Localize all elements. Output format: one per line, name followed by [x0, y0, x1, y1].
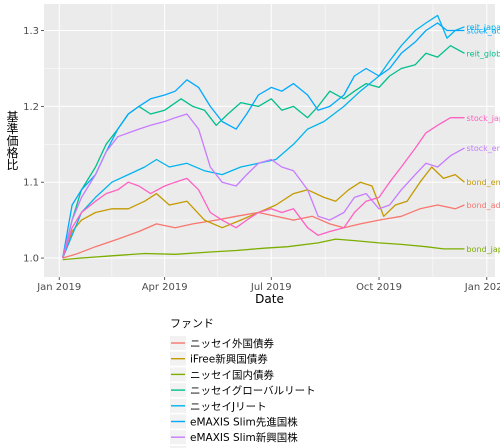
y-tick-label: 1.1	[23, 178, 39, 189]
legend-label: ニッセイ国内債券	[190, 368, 274, 381]
end-label-bond_advanced: bond_advanced	[467, 201, 500, 210]
legend-label: ニッセイグローバルリート	[190, 384, 316, 397]
x-tick-label: Jan 2020	[464, 282, 500, 293]
legend-label: ニッセイ外国債券	[190, 337, 274, 350]
x-axis: Jan 2019 Apr 2019 Jul 2019 Oct 2019 Jan 2020	[36, 277, 500, 293]
end-label-stock_advanced: stock_advanced	[467, 27, 500, 36]
series-line-stock_japan	[62, 117, 465, 259]
end-label-reit_global: reit_global	[467, 49, 500, 58]
series-lines	[62, 14, 465, 261]
series-line-reit_japan	[62, 14, 465, 259]
end-label-bond_japan: bond_japan	[467, 245, 500, 254]
series-line-bond_emerging	[62, 166, 465, 259]
y-tick-label: 1.3	[23, 26, 39, 37]
legend-label: eMAXIS Slim先進国株	[190, 416, 298, 429]
y-axis-title: 基準価格比	[5, 110, 19, 171]
legend-label: eMAXIS Slim国内株（TOPIX）	[190, 447, 340, 448]
legend-label: eMAXIS Slim新興国株	[190, 431, 298, 444]
grid	[44, 4, 495, 277]
legend-title: ファンド	[170, 317, 214, 330]
series-line-stock_emerging	[62, 113, 465, 259]
x-tick-label: Jan 2019	[36, 282, 81, 293]
legend-label: iFree新興国債券	[190, 353, 268, 366]
end-label-reit_japan: reit_japan	[467, 23, 500, 32]
series-line-bond_advanced	[62, 204, 465, 259]
x-tick-label: Oct 2019	[356, 282, 402, 293]
y-tick-label: 1.2	[23, 102, 39, 113]
y-axis: 1.0 1.1 1.2 1.3	[23, 26, 44, 265]
legend: ファンド ニッセイ外国債券 iFree新興国債券ニッセイ国内債券ニッセイグローバル…	[170, 317, 340, 448]
end-label-stock_emerging: stock_emerging	[467, 144, 500, 153]
series-line-stock_advanced	[62, 22, 465, 259]
end-label-stock_japan: stock_japan	[467, 114, 500, 123]
x-tick-label: Jul 2019	[250, 282, 292, 293]
end-labels: bond_advanced bond_emerging bond_japan reit…	[467, 23, 500, 254]
y-tick-label: 1.0	[23, 254, 39, 265]
legend-key-bg	[170, 445, 186, 448]
legend-label: ニッセイJリート	[190, 401, 267, 413]
x-axis-title: Date	[255, 292, 284, 306]
end-label-bond_emerging: bond_emerging	[467, 178, 500, 187]
series-line-bond_japan	[62, 238, 465, 261]
x-tick-label: Apr 2019	[142, 282, 188, 293]
